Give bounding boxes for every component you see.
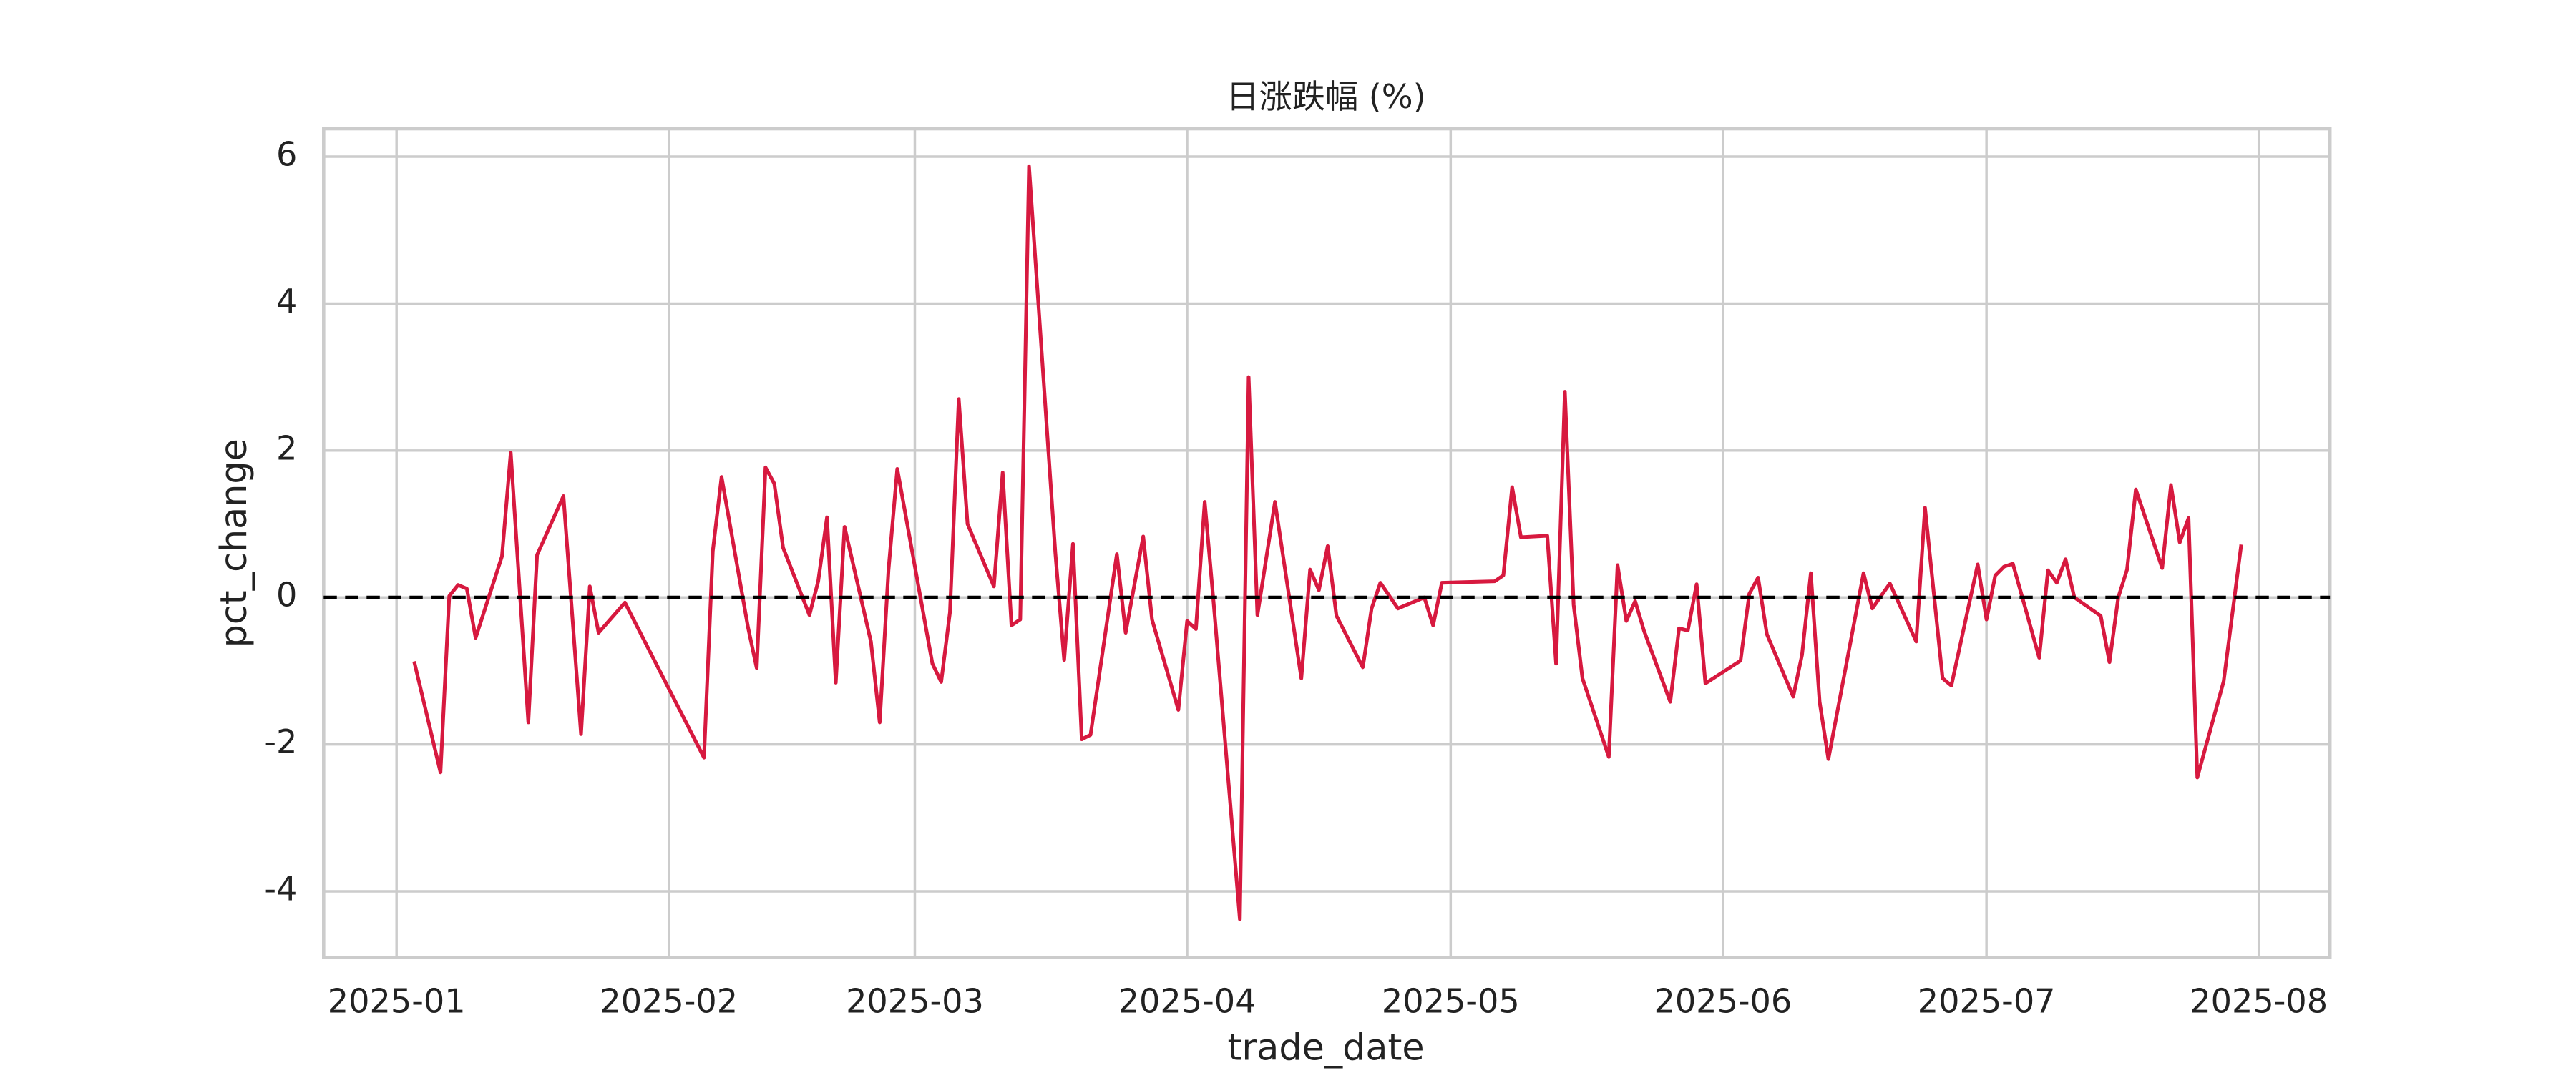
x-tick-label: 2025-06	[1654, 982, 1792, 1021]
chart-title: 日涨跌幅 (%)	[1226, 77, 1426, 116]
x-tick-label: 2025-02	[600, 982, 738, 1021]
x-axis-label: trade_date	[1228, 1027, 1425, 1069]
y-tick-label: 4	[276, 282, 297, 320]
y-tick-label: -2	[264, 722, 297, 761]
y-axis-label: pct_change	[213, 438, 255, 647]
x-tick-label: 2025-05	[1382, 982, 1520, 1021]
y-tick-label: 6	[276, 135, 297, 174]
x-tick-label: 2025-08	[2190, 982, 2328, 1021]
plot-frame	[321, 127, 2332, 959]
data-line	[412, 164, 2243, 921]
x-tick-label: 2025-01	[328, 982, 466, 1021]
x-tick-label: 2025-04	[1118, 982, 1257, 1021]
y-tick-label: 0	[276, 576, 297, 614]
x-tick-label: 2025-03	[846, 982, 984, 1021]
x-tick-label: 2025-07	[1918, 982, 2056, 1021]
y-tick-label: -4	[264, 870, 297, 908]
y-tick-label: 2	[276, 428, 297, 467]
